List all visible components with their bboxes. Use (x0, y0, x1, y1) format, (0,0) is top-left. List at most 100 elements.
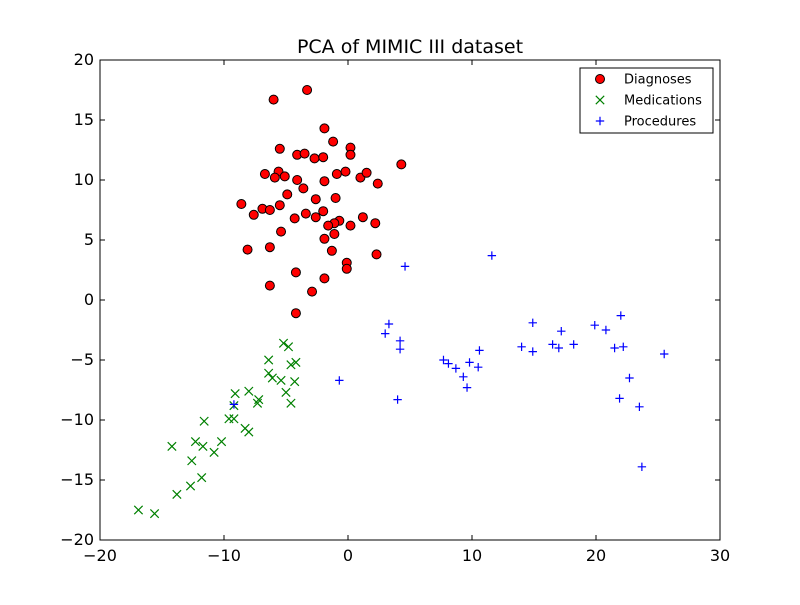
diagnoses-point (264, 242, 275, 253)
medications-point (216, 436, 227, 447)
procedures-point (451, 364, 461, 373)
procedures-point (625, 373, 634, 383)
procedures-point (557, 327, 566, 336)
medications-point (267, 373, 277, 383)
diagnoses-point (248, 209, 259, 220)
procedures-point (444, 359, 453, 368)
medications-point (187, 456, 197, 466)
procedures-point (395, 345, 405, 354)
diagnoses-point (299, 148, 310, 159)
y-tick-label: 0 (84, 290, 94, 309)
procedures-point (528, 318, 537, 327)
diagnoses-point (319, 176, 330, 187)
diagnoses-point (341, 263, 352, 274)
medications-point (209, 447, 219, 458)
diagnoses-point (264, 205, 275, 215)
medications-point (283, 342, 294, 352)
procedures-point (487, 251, 497, 260)
x-tick-label: 20 (586, 546, 606, 565)
diagnoses-point (290, 308, 301, 319)
legend-label-medications: Medications (624, 94, 702, 109)
diagnoses-point (264, 280, 275, 291)
y-tick-label: 15 (74, 110, 94, 129)
medications-point (149, 508, 160, 519)
medications-point (185, 481, 196, 491)
diagnoses-point (340, 166, 351, 177)
diagnoses-point (330, 193, 341, 203)
x-tick-label: 0 (343, 546, 353, 565)
diagnoses-point (310, 212, 321, 223)
diagnoses-point (307, 286, 318, 297)
diagnoses-point (329, 229, 340, 239)
diagnoses-point (290, 267, 301, 278)
procedures-point (610, 343, 619, 353)
diagnoses-point (309, 153, 320, 164)
diagnoses-point (371, 249, 382, 260)
x-tick-label: 30 (710, 546, 730, 565)
diagnoses-point (331, 169, 342, 179)
diagnoses-point (345, 220, 356, 231)
diagnoses-point (323, 220, 334, 231)
medications-point (244, 386, 254, 396)
diagnoses-point (326, 245, 337, 256)
diagnoses-point (361, 167, 372, 178)
diagnoses-point (318, 152, 329, 163)
procedures-point (459, 372, 468, 381)
procedures-point (616, 311, 625, 320)
diagnoses-point (396, 159, 407, 170)
procedures-point (615, 394, 624, 403)
medications-point (286, 360, 296, 370)
y-tick-label: 10 (74, 170, 94, 189)
medications-point (133, 505, 144, 515)
medications-point (264, 355, 274, 365)
diagnoses-point (302, 85, 313, 95)
procedures-point (393, 395, 402, 404)
plot-marks (133, 85, 669, 519)
x-tick-label: −20 (83, 546, 117, 565)
legend-marker-diagnoses (595, 74, 605, 84)
x-tick-label: −10 (207, 546, 241, 565)
diagnoses-point (292, 175, 303, 185)
medications-point (290, 376, 300, 387)
diagnoses-point (300, 208, 311, 219)
diagnoses-point (310, 194, 321, 205)
diagnoses-point (319, 273, 330, 284)
diagnoses-point (274, 200, 285, 211)
medications-point (197, 472, 207, 483)
procedures-point (660, 349, 669, 359)
diagnoses-point (289, 213, 300, 224)
procedures-point (229, 400, 239, 409)
diagnoses-point (259, 169, 270, 179)
medications-point (198, 441, 208, 452)
y-tick-label: −10 (60, 410, 94, 429)
medications-point (167, 441, 177, 452)
procedures-point (381, 329, 390, 338)
y-tick-label: −20 (60, 530, 94, 549)
procedures-point (462, 383, 472, 392)
procedures-point (590, 321, 599, 330)
procedures-point (400, 262, 410, 271)
legend-label-diagnoses: Diagnoses (624, 73, 692, 88)
medications-point (264, 368, 274, 378)
medications-point (172, 489, 182, 500)
legend-marker-medications (595, 95, 605, 105)
medications-point (286, 398, 296, 408)
procedures-point (635, 402, 644, 411)
diagnoses-point (319, 233, 330, 244)
procedures-point (465, 358, 474, 367)
diagnoses-point (318, 206, 329, 217)
diagnoses-point (276, 226, 287, 237)
x-tick-label: 10 (462, 546, 482, 565)
diagnoses-point (319, 123, 330, 134)
diagnoses-point (357, 212, 368, 223)
diagnoses-point (274, 143, 285, 154)
diagnoses-point (269, 172, 280, 183)
medications-point (244, 427, 254, 437)
diagnoses-point (279, 171, 290, 182)
procedures-point (439, 355, 448, 365)
medications-point (291, 357, 301, 368)
legend: Diagnoses Medications Procedures (579, 67, 714, 134)
y-tick-label: −5 (70, 350, 94, 369)
